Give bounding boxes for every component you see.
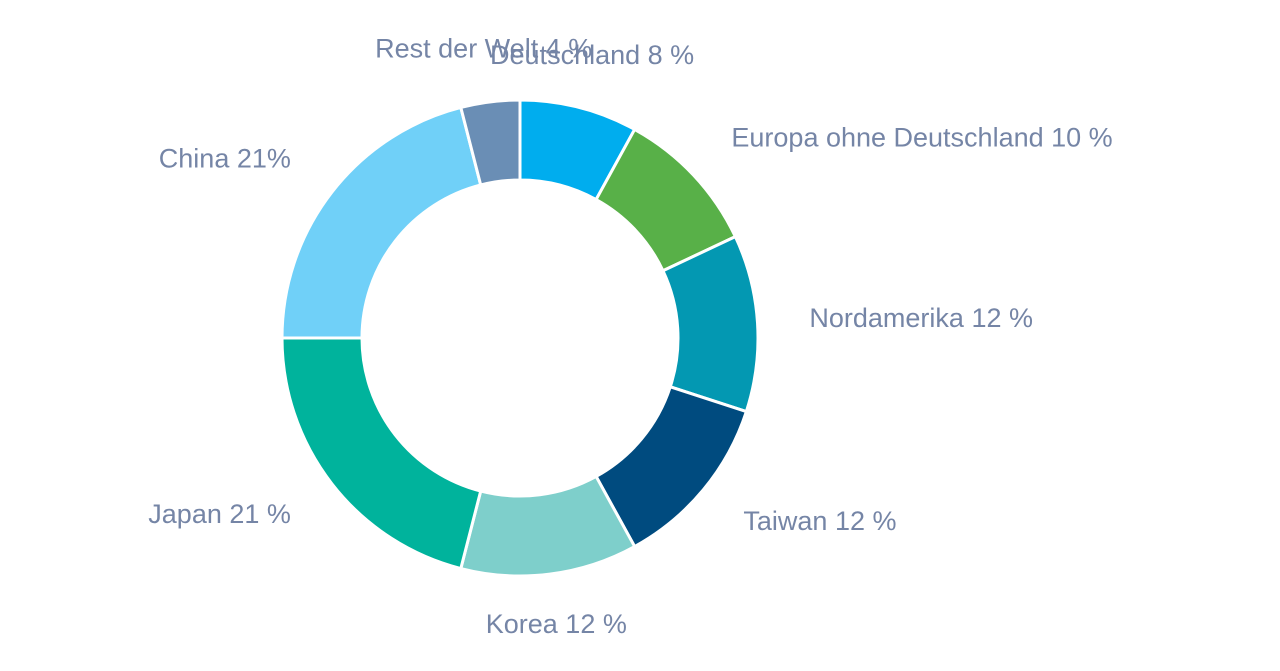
donut-labels: Deutschland 8 % Europa ohne Deutschland 1… — [148, 33, 1112, 638]
donut-slice — [280, 336, 483, 571]
donut-slice — [660, 234, 760, 414]
slice-label: Korea 12 % — [486, 609, 627, 639]
slice-label: Nordamerika 12 % — [809, 303, 1033, 333]
donut-slice — [280, 105, 483, 340]
slice-label: China 21% — [159, 143, 291, 173]
slice-label: Deutschland 8 % — [490, 40, 694, 70]
donut-slices — [280, 98, 760, 578]
donut-slice — [458, 98, 522, 187]
slice-label: Europa ohne Deutschland 10 % — [731, 123, 1112, 153]
slice-label: Rest der Welt 4 % — [375, 33, 592, 63]
slice-label: Japan 21 % — [148, 499, 291, 529]
slice-label: Taiwan 12 % — [743, 506, 896, 536]
